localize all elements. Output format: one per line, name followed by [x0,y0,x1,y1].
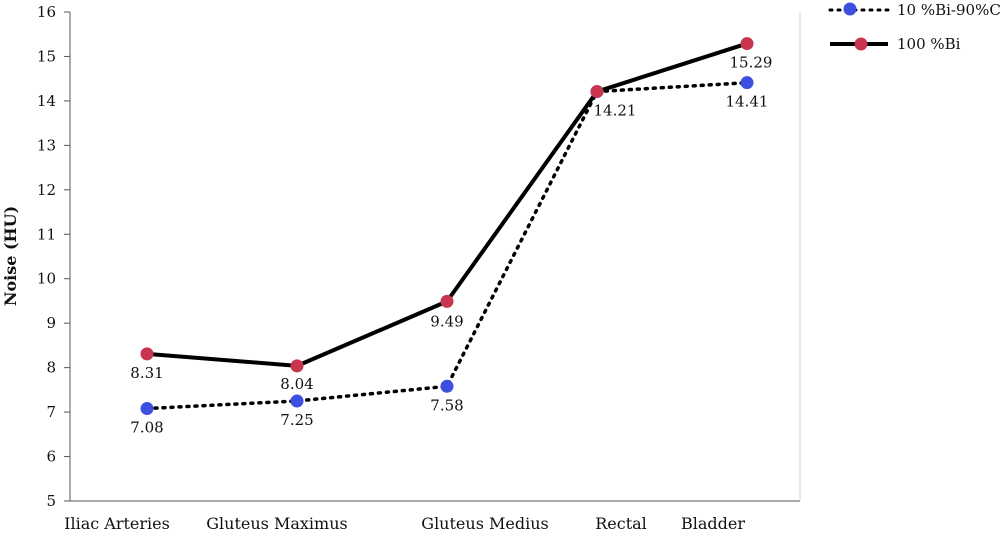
legend-label-series-1: 10 %Bi-90%Cu [897,1,1000,19]
data-point [740,76,754,90]
y-tick-label: 7 [46,403,56,421]
series-line-1 [145,80,749,411]
data-point [740,37,754,51]
data-label: 15.29 [730,54,773,72]
data-label: 14.21 [594,102,637,120]
y-axis-ticks: 5 6 7 8 9 10 11 12 13 14 15 16 [37,3,70,510]
data-label: 8.04 [280,375,313,393]
series-lines [145,41,749,411]
x-axis-categories: Iliac Arteries Gluteus Maximus Gluteus Med… [64,514,745,533]
x-category-label: Gluteus Maximus [206,514,347,533]
x-category-label: Rectal [595,514,647,533]
data-point [290,394,304,408]
y-tick-label: 15 [37,47,56,65]
data-point [140,402,154,416]
y-tick-label: 12 [37,181,56,199]
data-point [440,294,454,308]
legend: 10 %Bi-90%Cu 100 %Bi [828,1,1000,53]
data-point [290,359,304,373]
data-label: 7.58 [430,396,463,414]
legend-item-series-2: 100 %Bi [830,35,961,53]
data-labels: 7.08 7.25 7.58 14.41 8.31 8.04 9.49 14.21 15.29 [130,54,772,437]
y-tick-label: 11 [37,225,56,243]
legend-label-series-2: 100 %Bi [897,35,961,53]
legend-item-series-1: 10 %Bi-90%Cu [828,1,1000,19]
data-label: 8.31 [130,364,163,382]
data-point [440,379,454,393]
legend-marker-series-2 [854,37,868,51]
y-tick-label: 14 [37,92,56,110]
data-label: 7.08 [130,419,163,437]
y-axis-title: Noise (HU) [1,206,20,306]
x-category-label: Iliac Arteries [64,514,170,533]
data-point [590,85,604,99]
y-tick-label: 10 [37,270,56,288]
y-tick-label: 13 [37,136,56,154]
y-tick-label: 9 [46,314,56,332]
series-points [140,37,754,416]
data-label: 9.49 [430,312,463,330]
y-tick-label: 5 [46,492,56,510]
y-tick-label: 6 [46,448,56,466]
legend-marker-series-1 [843,2,857,16]
data-label: 7.25 [280,411,313,429]
data-point [140,347,154,361]
y-tick-label: 16 [37,3,56,21]
x-category-label: Gluteus Medius [421,514,548,533]
y-tick-label: 8 [46,359,56,377]
x-category-label: Bladder [681,514,745,533]
data-label: 14.41 [726,93,769,111]
